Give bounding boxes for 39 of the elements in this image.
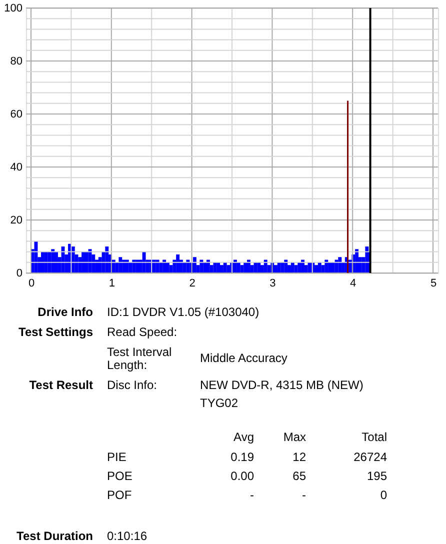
text: NEW DVD-R, 4315 MB (NEW) [200,378,364,392]
text: Test Interval Length: [107,345,172,372]
text: PIE [107,450,126,464]
x-tick-label: 3 [270,278,276,290]
text: 195 [366,469,388,483]
text: Max [283,430,306,444]
y-tick-label: 80 [10,56,22,68]
text: TYG02 [200,396,238,410]
text: 26724 [354,450,388,464]
text: Middle Accuracy [200,351,288,365]
x-tick-label: 1 [108,278,115,290]
y-tick-label: 20 [10,214,22,226]
text: 0.19 [230,450,254,464]
text: 0:10:16 [107,529,148,543]
y-tick-label: 40 [10,162,22,174]
text: Test Duration [16,529,93,543]
text: 0 [380,488,388,502]
text: 65 [292,469,306,483]
text: - [250,488,254,502]
x-tick-label: 5 [430,278,437,290]
text: ID:1 DVDR V1.05 (#103040) [107,305,260,319]
text: Read Speed: [107,325,178,339]
text: Test Settings [18,325,94,339]
text: POF [107,488,132,502]
text: Disc Info: [107,378,158,392]
text: Avg [234,430,254,444]
text: Drive Info [38,305,93,319]
y-tick-label: 60 [10,108,22,120]
y-tick-label: 0 [16,268,22,280]
text: 12 [292,450,306,464]
y-tick-label: 100 [4,2,22,14]
x-tick-label: 2 [189,278,196,290]
text: - [302,488,306,502]
text: Total [362,430,387,444]
text: Test Result [29,378,93,392]
x-tick-label: 0 [28,278,35,290]
text: POE [107,469,132,483]
x-tick-label: 4 [350,278,356,290]
text: 0.00 [230,469,254,483]
